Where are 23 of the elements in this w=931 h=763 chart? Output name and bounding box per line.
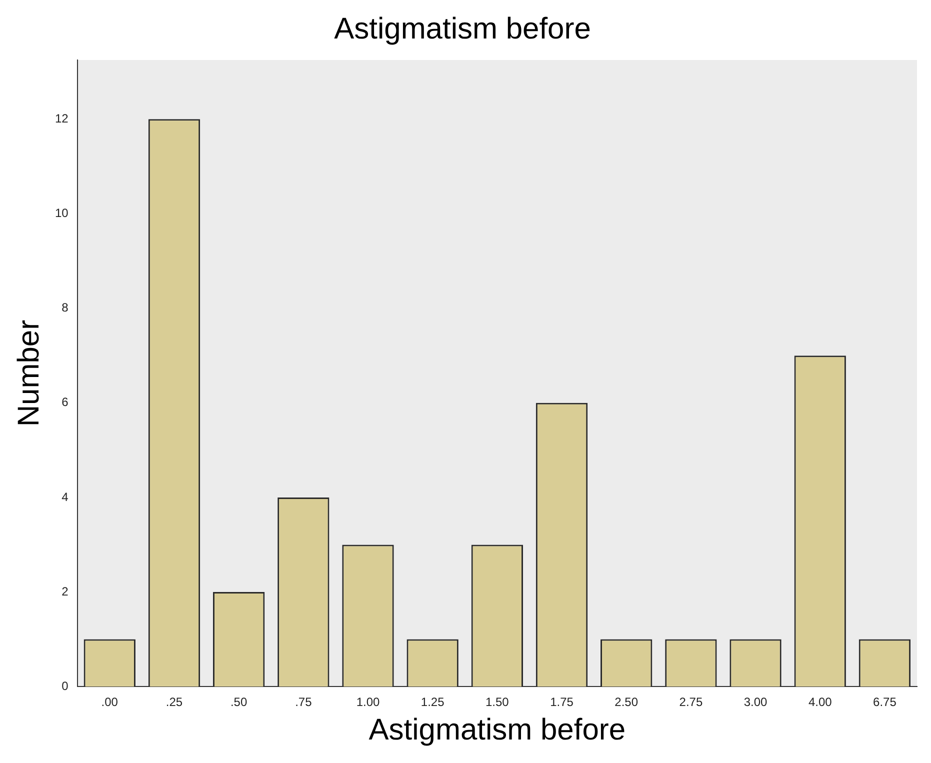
x-axis-title: Astigmatism before — [368, 713, 626, 746]
y-tick-label: 12 — [54, 111, 69, 126]
y-tick-label: 2 — [62, 584, 69, 598]
x-tick-label: 1.00 — [356, 695, 380, 710]
y-tick-label: 0 — [62, 678, 69, 693]
x-tick-label: 3.00 — [744, 695, 768, 710]
x-tick-label: .75 — [295, 695, 312, 710]
x-tick-label: .25 — [166, 695, 183, 710]
x-tick-label: 4.00 — [808, 695, 832, 710]
chart-title: Astigmatism before — [334, 12, 591, 46]
x-tick-label: 1.25 — [420, 695, 445, 710]
y-axis-title: Number — [12, 320, 46, 427]
y-tick-label: 4 — [62, 490, 69, 504]
x-tick-label: .50 — [230, 695, 248, 710]
x-tick-label: 1.50 — [485, 695, 510, 710]
x-tick-label: 1.75 — [550, 695, 574, 710]
y-tick-label: 8 — [62, 300, 69, 315]
x-tick-label: 2.50 — [614, 695, 638, 710]
x-tick-label: 6.75 — [873, 695, 897, 710]
x-tick-label: .00 — [101, 695, 118, 710]
y-tick-label: 10 — [54, 206, 69, 220]
x-tick-label: 2.75 — [679, 695, 703, 710]
y-tick-label: 6 — [62, 395, 69, 410]
